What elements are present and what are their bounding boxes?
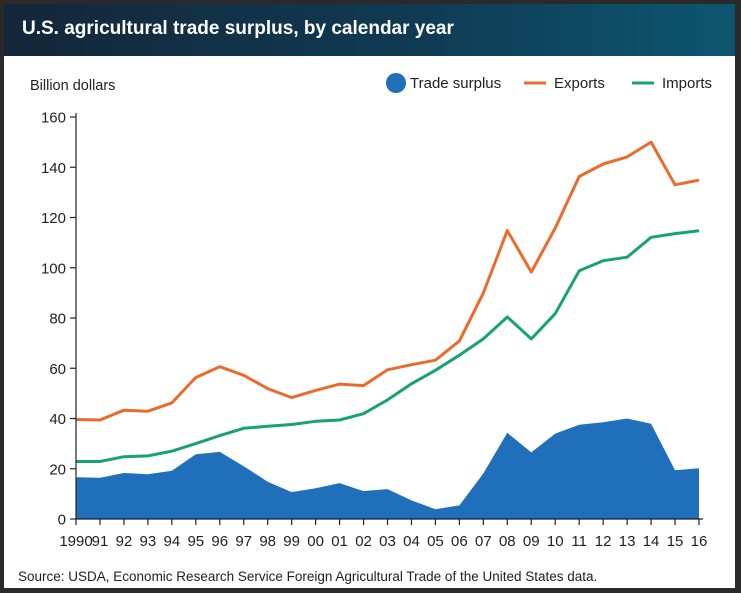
legend-label-trade-surplus: Trade surplus [410, 75, 501, 92]
y-tick-label: 40 [49, 411, 66, 428]
x-tick-label: 1990 [59, 533, 92, 550]
y-axis-label: Billion dollars [30, 78, 115, 94]
x-tick-label: 92 [116, 533, 133, 550]
surplus-area-layer [76, 418, 699, 519]
x-tick-label: 02 [355, 533, 372, 550]
y-tick-label: 80 [49, 311, 66, 328]
x-tick-label: 99 [283, 533, 300, 550]
imports-line [76, 229, 700, 463]
x-tick-label: 07 [475, 533, 492, 550]
x-tick-label: 03 [379, 533, 396, 550]
x-tick-label: 98 [259, 533, 276, 550]
x-tick-label: 09 [523, 533, 540, 550]
x-tick-label: 06 [451, 533, 468, 550]
x-tick-label: 00 [307, 533, 324, 550]
x-tick-label: 04 [403, 533, 420, 550]
y-tick-label: 100 [41, 260, 66, 277]
x-tick-label: 14 [643, 533, 660, 550]
x-tick-label: 96 [211, 533, 228, 550]
series-lines-layer [75, 140, 700, 463]
legend-marker-trade-surplus [386, 73, 406, 93]
chart-frame: U.S. agricultural trade surplus, by cale… [4, 4, 735, 588]
x-tick-label: 05 [427, 533, 444, 550]
x-tick-label: 13 [619, 533, 636, 550]
x-tick-label: 97 [235, 533, 252, 550]
x-tick-label: 16 [691, 533, 708, 550]
x-tick-label: 10 [547, 533, 564, 550]
trade-surplus-area [76, 418, 699, 519]
y-tick-label: 60 [49, 361, 66, 378]
x-tick-label: 93 [140, 533, 157, 550]
x-tick-label: 95 [187, 533, 204, 550]
y-tick-label: 0 [58, 512, 66, 529]
x-tick-label: 91 [92, 533, 109, 550]
x-tick-label: 11 [571, 533, 587, 550]
x-tick-label: 08 [499, 533, 516, 550]
y-tick-label: 120 [41, 210, 66, 227]
source-note: Source: USDA, Economic Research Service … [18, 569, 598, 584]
y-tick-label: 140 [41, 160, 66, 177]
x-tick-label: 12 [595, 533, 612, 550]
x-tick-label: 15 [667, 533, 684, 550]
y-tick-label: 160 [41, 110, 66, 127]
legend-label-exports: Exports [554, 75, 605, 92]
x-tick-label: 94 [164, 533, 181, 550]
y-tick-label: 20 [49, 461, 66, 478]
legend: Trade surplus Exports Imports [386, 73, 712, 93]
legend-label-imports: Imports [662, 75, 712, 92]
exports-line [75, 140, 700, 422]
chart-title: U.S. agricultural trade surplus, by cale… [22, 18, 454, 39]
x-tick-label: 01 [331, 533, 348, 550]
title-bar: U.S. agricultural trade surplus, by cale… [4, 4, 735, 56]
